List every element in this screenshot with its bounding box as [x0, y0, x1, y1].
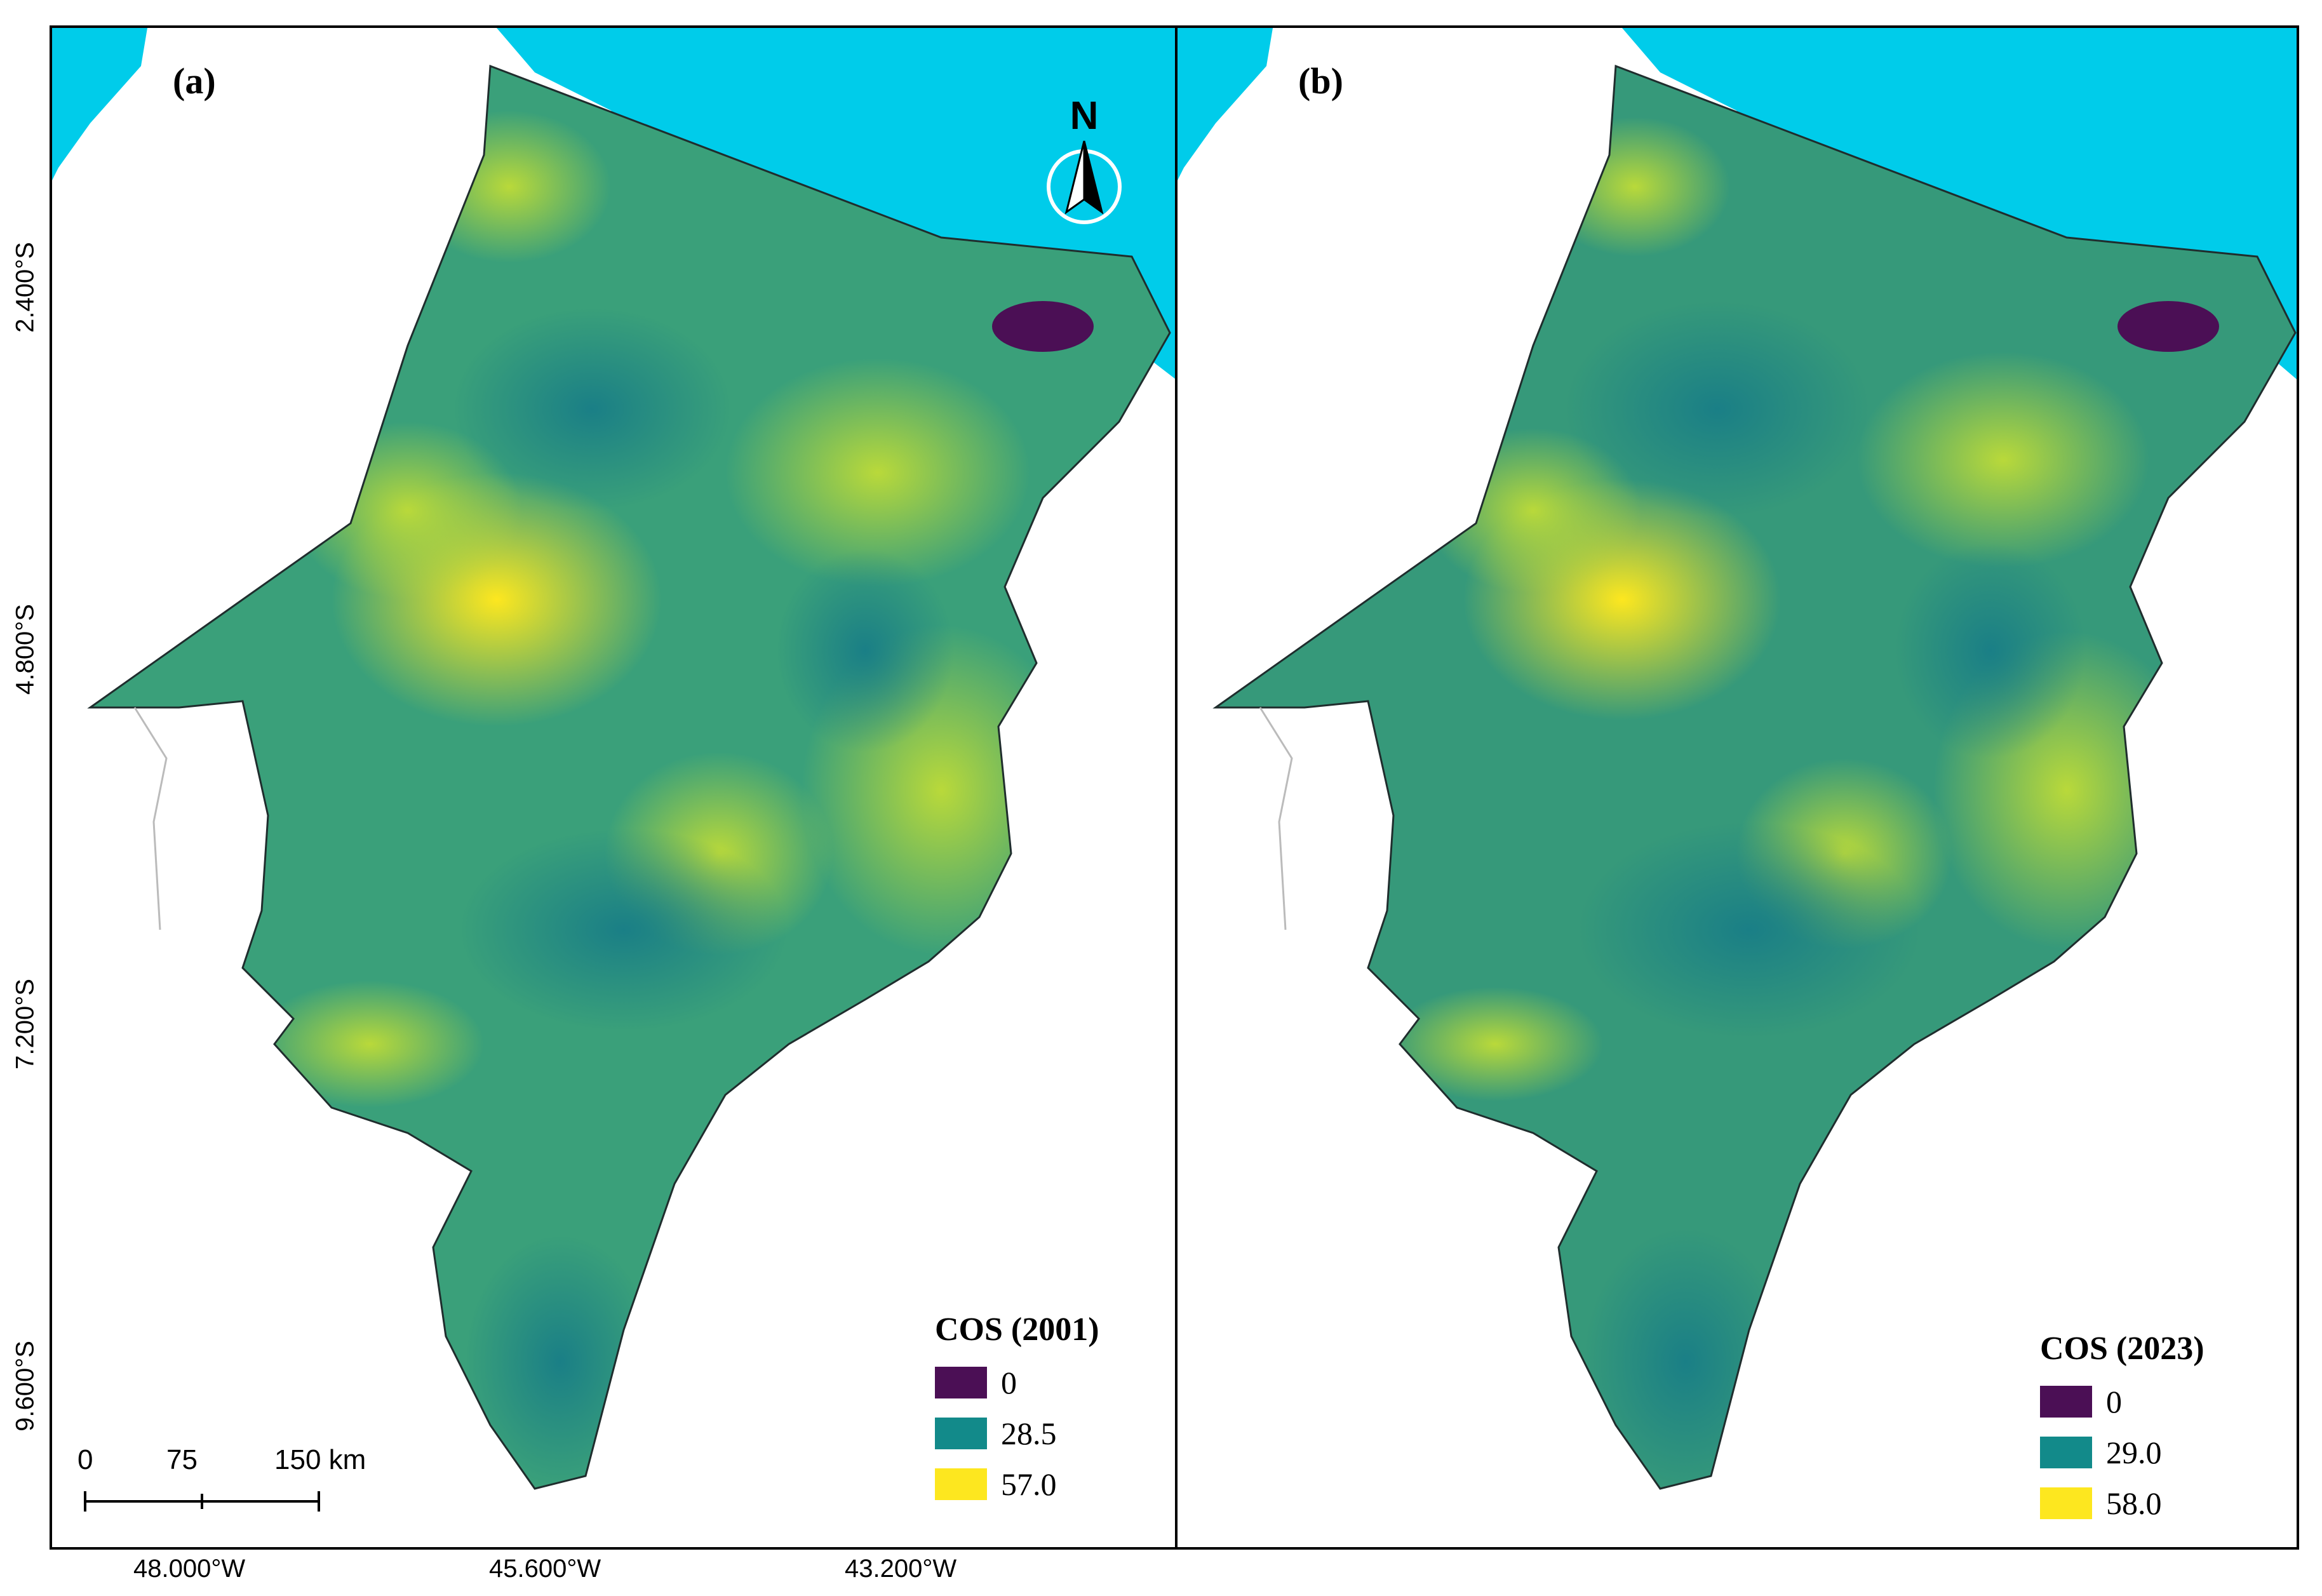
north-arrow: N: [1033, 97, 1135, 234]
legend-swatch-high: [935, 1468, 987, 1500]
legend-item: 0: [2040, 1376, 2205, 1427]
map-canvas-a: [52, 28, 1176, 1490]
legend-b: COS (2023) 0 29.0 58.0: [2040, 1330, 2205, 1529]
legend-item: 57.0: [935, 1459, 1099, 1510]
lat-label: 7.200°S: [11, 979, 39, 1070]
state-border-b: [1212, 64, 2297, 1490]
map-canvas-b: [1178, 28, 2297, 1490]
lon-label: 43.200°W: [845, 1555, 957, 1583]
legend-value: 58.0: [2106, 1485, 2162, 1521]
ocean-west: [52, 28, 147, 180]
legend-swatch-mid: [2040, 1437, 2092, 1468]
scale-label-75: 75: [166, 1444, 198, 1475]
legend-swatch-low: [935, 1367, 987, 1398]
panel-label: (a): [173, 60, 216, 102]
state-border-a: [87, 64, 1171, 1490]
ocean-west: [1178, 28, 1273, 180]
neighbor-border: [1259, 707, 1293, 930]
neighbor-border: [133, 707, 168, 930]
lon-label: 45.600°W: [489, 1555, 601, 1583]
lon-label: 48.000°W: [133, 1555, 246, 1583]
legend-swatch-high: [2040, 1487, 2092, 1519]
legend-item: 28.5: [935, 1408, 1099, 1459]
legend-value: 29.0: [2106, 1435, 2162, 1470]
map-panel-a: (a) N 0 75 150 km COS (2001) 0 28.5: [50, 25, 1179, 1550]
legend-title: COS (2001): [935, 1311, 1099, 1348]
legend-swatch-mid: [935, 1418, 987, 1449]
legend-value: 57.0: [1001, 1466, 1057, 1502]
map-panel-b: (b) COS (2023) 0 29.0 58.0: [1175, 25, 2299, 1550]
legend-value: 0: [1001, 1365, 1017, 1400]
north-arrow-icon: [1047, 140, 1122, 224]
scale-bar: 0 75 150 km: [77, 1444, 366, 1527]
north-letter: N: [1070, 94, 1099, 138]
legend-item: 0: [935, 1357, 1099, 1408]
legend-value: 0: [2106, 1384, 2122, 1419]
lat-label: 9.600°S: [11, 1341, 39, 1432]
scale-bar-line: [84, 1491, 320, 1512]
legend-swatch-low: [2040, 1386, 2092, 1418]
legend-value: 28.5: [1001, 1416, 1057, 1451]
panel-label: (b): [1298, 60, 1343, 102]
legend-item: 58.0: [2040, 1478, 2205, 1529]
legend-title: COS (2023): [2040, 1331, 2205, 1367]
lat-label: 4.800°S: [11, 604, 39, 695]
scale-label-150: 150 km: [274, 1444, 366, 1475]
lat-label: 2.400°S: [11, 242, 39, 333]
legend-item: 29.0: [2040, 1427, 2205, 1478]
scale-label-0: 0: [77, 1444, 93, 1475]
legend-a: COS (2001) 0 28.5 57.0: [935, 1311, 1099, 1510]
